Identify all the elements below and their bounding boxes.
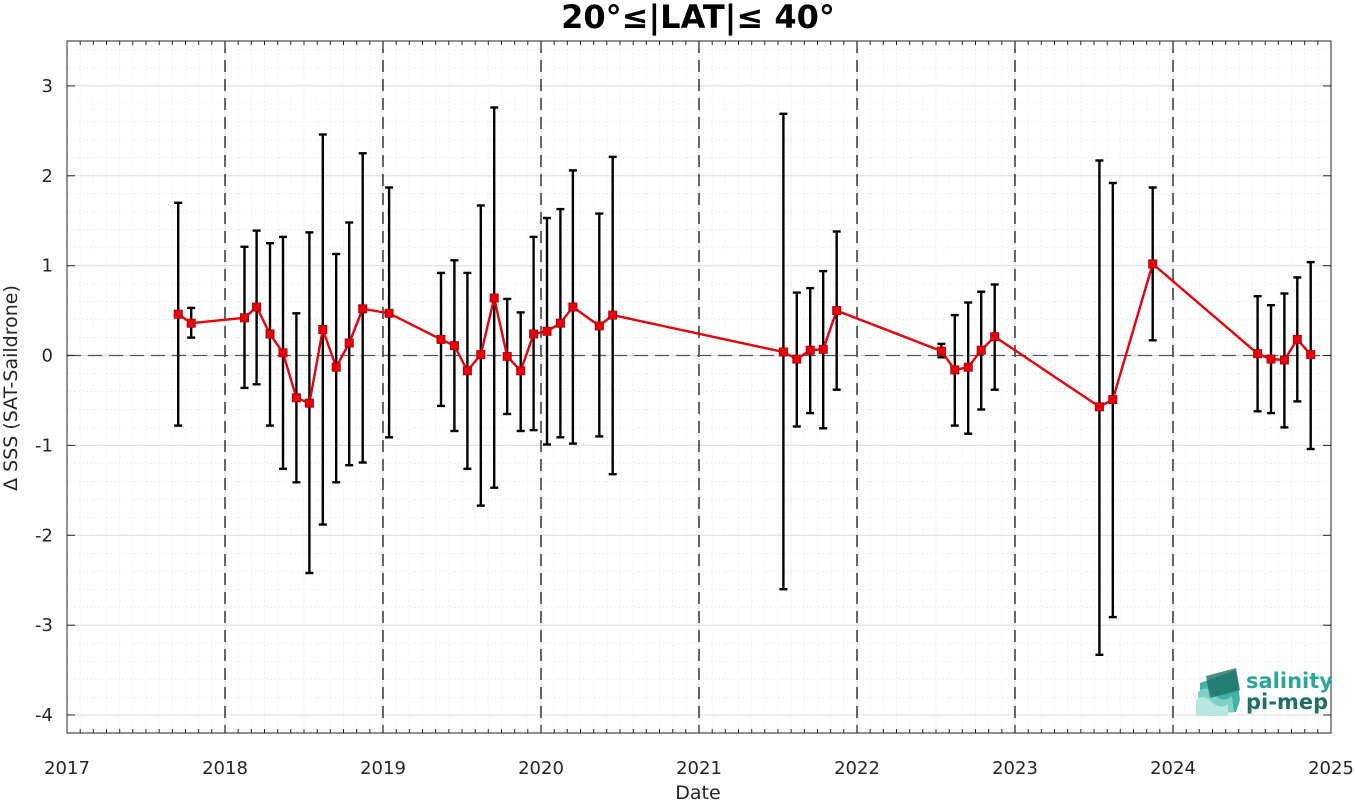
data-point-marker <box>186 318 196 328</box>
data-point-marker <box>344 338 354 348</box>
year-separators <box>224 41 1174 733</box>
data-point-marker <box>436 334 446 344</box>
x-tick-label: 2025 <box>1308 758 1354 779</box>
data-point-marker <box>489 293 499 303</box>
axes <box>66 40 1332 734</box>
data-point-marker <box>832 306 842 316</box>
logo-wave-icon <box>1196 668 1240 716</box>
data-point-marker <box>331 362 341 372</box>
data-point-marker <box>594 321 604 331</box>
data-point-marker <box>529 329 539 339</box>
y-tick-label: 2 <box>42 166 53 187</box>
data-point-marker <box>462 366 472 376</box>
data-point-marker <box>516 366 526 376</box>
tick-labels: 3 2 1 0 -1 -2 -3 -4 2017 2018 2019 2020 2021 2022 2023… <box>35 76 1354 779</box>
data-point-marker <box>805 345 815 355</box>
y-axis-label: Δ SSS (SAT-Saildrone) <box>0 285 22 491</box>
data-point-marker <box>976 345 986 355</box>
data-point-marker <box>1094 402 1104 412</box>
data-point-marker <box>1108 395 1118 405</box>
data-point-marker <box>1279 355 1289 365</box>
data-point-marker <box>476 350 486 360</box>
data-point-marker <box>173 309 183 319</box>
data-point-marker <box>1253 349 1263 359</box>
data-point-marker <box>318 325 328 334</box>
x-tick-label: 2021 <box>676 758 722 779</box>
y-tick-label: -2 <box>35 525 53 546</box>
data-point-marker <box>568 302 578 312</box>
x-tick-label: 2023 <box>992 758 1038 779</box>
series-line <box>177 262 1312 408</box>
y-tick-label: -4 <box>35 705 53 726</box>
data-point-marker <box>278 348 288 358</box>
chart-title: 20°≤|LAT|≤ 40° <box>561 0 835 37</box>
data-point-marker <box>1266 354 1276 364</box>
y-tick-label: 0 <box>42 346 53 367</box>
data-point-marker <box>358 304 368 314</box>
data-point-marker <box>304 398 314 408</box>
data-point-marker <box>818 344 828 354</box>
salinity-pi-mep-logo: salinity pi-mep <box>1196 668 1333 716</box>
x-tick-label: 2022 <box>834 758 880 779</box>
x-tick-label: 2017 <box>44 758 90 779</box>
data-point-marker <box>963 362 973 372</box>
data-point-marker <box>792 354 802 364</box>
data-point-marker <box>240 313 249 323</box>
grid <box>66 41 1332 734</box>
data-point-marker <box>542 326 552 336</box>
series <box>177 262 1312 408</box>
data-point-marker <box>384 308 394 318</box>
data-point-marker <box>265 329 275 339</box>
y-tick-label: 3 <box>42 76 53 97</box>
y-tick-label: 1 <box>42 256 53 277</box>
logo-text-salinity: salinity <box>1246 669 1333 693</box>
x-tick-label: 2019 <box>360 758 406 779</box>
markers <box>173 259 1316 412</box>
data-point-marker <box>252 302 262 312</box>
data-point-marker <box>990 332 1000 342</box>
data-point-marker <box>555 318 565 328</box>
data-point-marker <box>502 351 512 361</box>
y-tick-label: -3 <box>35 615 53 636</box>
data-point-marker <box>1292 334 1302 344</box>
x-tick-label: 2024 <box>1150 758 1196 779</box>
data-point-marker <box>608 310 618 320</box>
data-point-marker <box>291 393 301 403</box>
x-tick-label: 2020 <box>518 758 564 779</box>
data-point-marker <box>936 346 946 356</box>
x-axis-label: Date <box>675 782 720 801</box>
logo-text-pi-mep: pi-mep <box>1246 690 1328 714</box>
data-point-marker <box>1306 350 1316 360</box>
x-tick-label: 2018 <box>202 758 248 779</box>
data-point-marker <box>778 347 788 357</box>
data-point-marker <box>449 341 459 351</box>
data-point-marker <box>950 365 960 375</box>
y-tick-label: -1 <box>35 435 53 456</box>
data-point-marker <box>1148 259 1158 269</box>
